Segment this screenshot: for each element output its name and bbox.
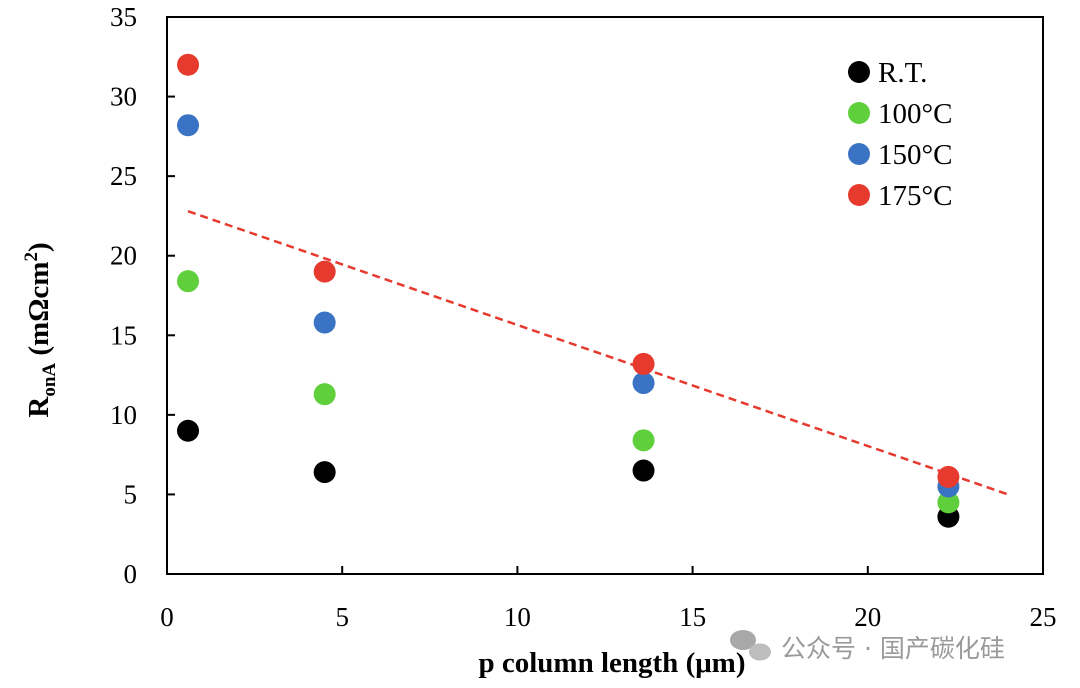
y-axis: 0 5 10 15 20 25 30 35 xyxy=(110,2,175,589)
x-tick-label: 10 xyxy=(504,602,531,632)
y-tick-label: 10 xyxy=(110,400,137,430)
legend-marker xyxy=(848,61,870,83)
legend: R.T. 100°C 150°C 175°C xyxy=(848,57,952,212)
point-175c xyxy=(937,465,960,488)
trendline-group xyxy=(187,209,1009,496)
y-tick-label: 0 xyxy=(124,559,138,589)
x-tick-label: 20 xyxy=(854,602,881,632)
y-tick-label: 30 xyxy=(110,82,137,112)
point-150c xyxy=(632,372,655,395)
x-tick-label: 0 xyxy=(160,602,174,632)
point-100c xyxy=(937,491,960,514)
wechat-icon xyxy=(730,630,771,661)
legend-label: 100°C xyxy=(878,98,952,130)
legend-marker xyxy=(848,184,870,206)
legend-marker xyxy=(848,143,870,165)
y-tick-label: 5 xyxy=(124,479,138,509)
point-150c xyxy=(313,311,336,334)
point-rt xyxy=(313,461,336,484)
y-tick-label: 15 xyxy=(110,320,137,350)
legend-label: R.T. xyxy=(878,57,927,89)
y-tick-label: 35 xyxy=(110,2,137,32)
plot-frame xyxy=(166,16,1044,575)
watermark: 公众号 · 国产碳化硅 xyxy=(730,630,1005,663)
x-axis: 0 5 10 15 20 25 xyxy=(160,566,1057,632)
x-tick-label: 15 xyxy=(679,602,706,632)
y-tick-label: 25 xyxy=(110,161,137,191)
point-175c xyxy=(632,352,655,375)
point-rt xyxy=(177,419,200,442)
y-axis-title: RonA (mΩcm2) xyxy=(21,242,60,417)
trendline-175c xyxy=(187,209,1009,496)
y-tick-label: 20 xyxy=(110,241,137,271)
legend-label: 175°C xyxy=(878,180,952,212)
legend-label: 150°C xyxy=(878,139,952,171)
point-100c xyxy=(313,383,336,406)
x-axis-title: p column length (μm) xyxy=(479,647,746,679)
point-100c xyxy=(177,270,200,293)
watermark-text: 公众号 · 国产碳化硅 xyxy=(781,634,1005,663)
point-150c xyxy=(177,114,200,137)
legend-marker xyxy=(848,102,870,124)
point-100c xyxy=(632,429,655,452)
point-175c xyxy=(313,260,336,283)
data-points xyxy=(177,53,960,528)
x-tick-label: 5 xyxy=(335,602,349,632)
point-rt xyxy=(632,459,655,482)
point-175c xyxy=(177,53,200,76)
x-tick-label: 25 xyxy=(1030,602,1057,632)
